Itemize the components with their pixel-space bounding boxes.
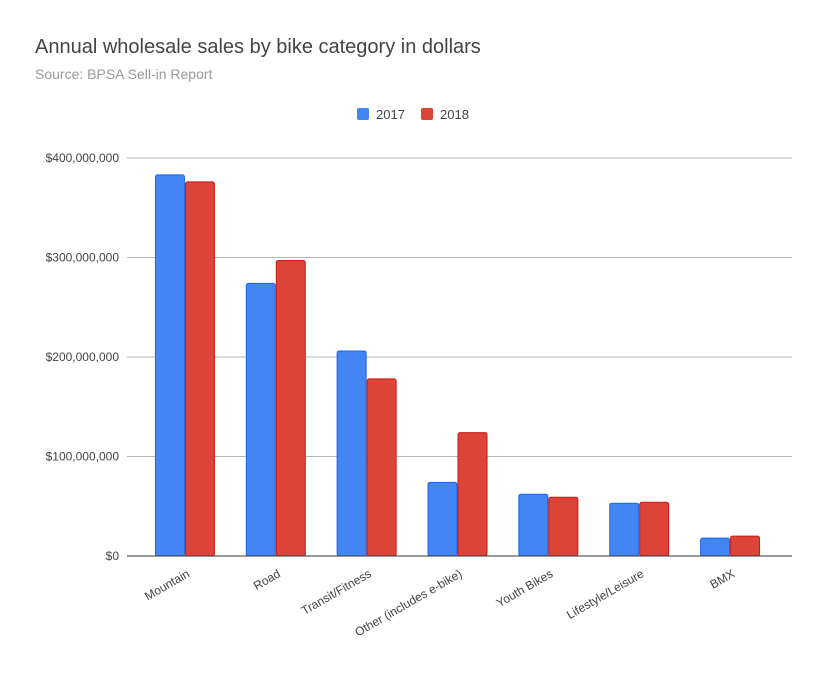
bar-2018 — [275, 259, 306, 557]
x-tick-label: Mountain — [142, 566, 192, 603]
bar-2017 — [518, 493, 549, 557]
y-tick-label: $200,000,000 — [46, 350, 120, 364]
bar-2018 — [366, 378, 397, 557]
y-tick-label: $300,000,000 — [46, 251, 120, 265]
bar-2018 — [184, 181, 215, 557]
bar-2017 — [427, 481, 458, 557]
legend-label-2018: 2018 — [440, 107, 469, 122]
x-tick-label: Lifestyle/Leisure — [564, 566, 646, 622]
x-tick-label: BMX — [708, 566, 738, 591]
y-tick-label: $100,000,000 — [46, 450, 120, 464]
bar-2017 — [154, 174, 185, 557]
bar-2018 — [639, 501, 670, 557]
legend-swatch-2018 — [421, 108, 433, 120]
bar-2017 — [609, 502, 640, 557]
bar-2017 — [245, 282, 276, 557]
y-tick-label: $0 — [106, 549, 120, 563]
chart-subtitle: Source: BPSA Sell-in Report — [35, 66, 213, 82]
bar-2018 — [730, 535, 761, 557]
x-tick-label: Road — [251, 566, 283, 592]
chart-title: Annual wholesale sales by bike category … — [35, 36, 481, 58]
bar-2017 — [336, 350, 367, 557]
bar-2017 — [700, 537, 731, 557]
legend-swatch-2017 — [357, 108, 369, 120]
bar-2018 — [457, 432, 488, 557]
y-tick-label: $400,000,000 — [46, 151, 120, 165]
x-tick-label: Transit/Fitness — [299, 566, 374, 617]
x-tick-label: Youth Bikes — [494, 566, 556, 610]
bar-2018 — [548, 496, 579, 557]
legend-label-2017: 2017 — [376, 107, 405, 122]
